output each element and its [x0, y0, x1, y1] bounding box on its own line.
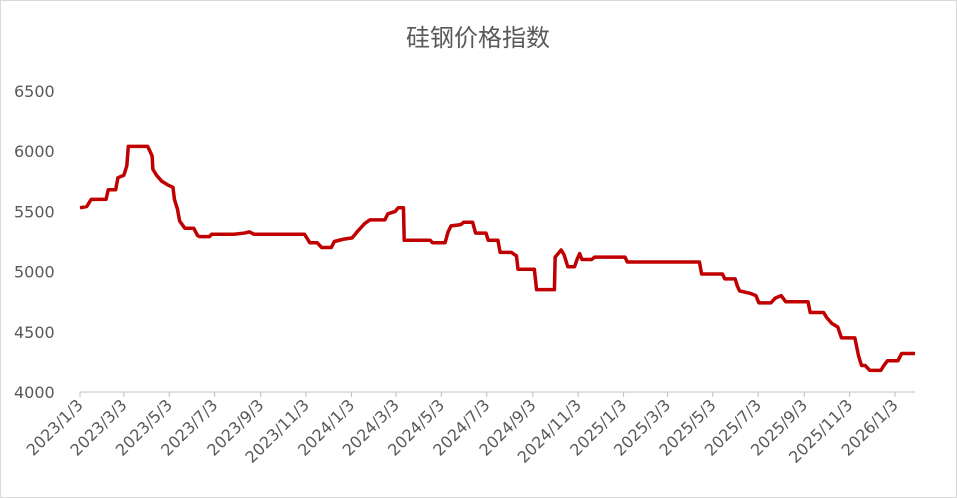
- y-tick-label: 4000: [14, 383, 55, 402]
- y-tick-label: 6000: [14, 142, 55, 161]
- series-line: [79, 144, 916, 373]
- chart-title: 硅钢价格指数: [406, 24, 550, 52]
- y-tick-label: 4500: [14, 323, 55, 342]
- y-tick-label: 5000: [14, 263, 55, 282]
- y-tick-label: 5500: [14, 202, 55, 221]
- y-tick-label: 6500: [14, 82, 55, 101]
